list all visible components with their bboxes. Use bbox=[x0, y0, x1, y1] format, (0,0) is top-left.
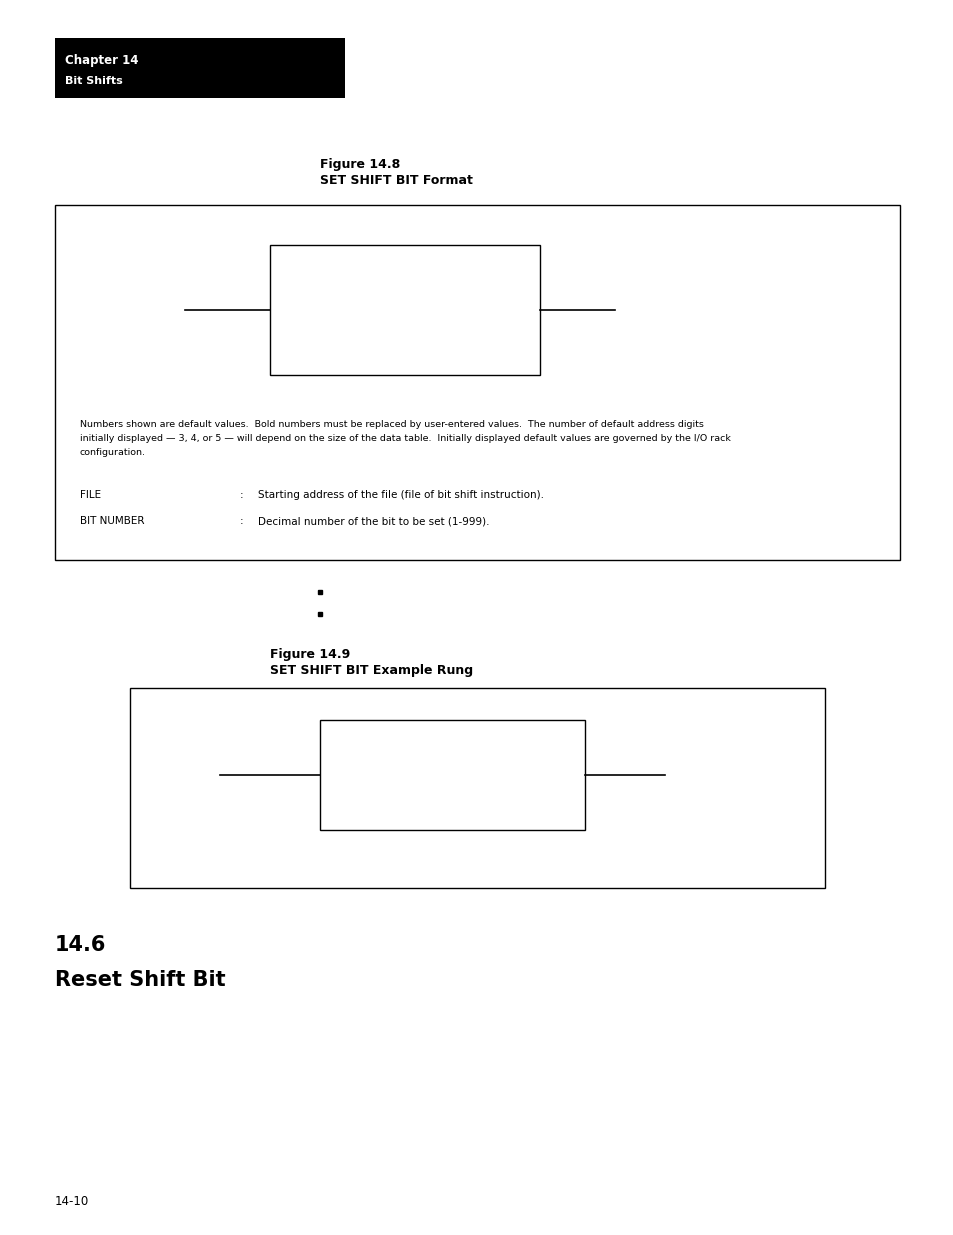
Text: SET SHIFT BIT Format: SET SHIFT BIT Format bbox=[319, 174, 473, 186]
Text: Starting address of the file (file of bit shift instruction).: Starting address of the file (file of bi… bbox=[257, 490, 543, 500]
Bar bbox=[55, 38, 345, 98]
Text: Figure 14.9: Figure 14.9 bbox=[270, 648, 350, 661]
Text: Bit Shifts: Bit Shifts bbox=[65, 77, 123, 86]
Text: FILE: FILE bbox=[80, 490, 101, 500]
Text: Decimal number of the bit to be set (1-999).: Decimal number of the bit to be set (1-9… bbox=[257, 516, 489, 526]
Text: SET SHIFT BIT Example Rung: SET SHIFT BIT Example Rung bbox=[270, 664, 473, 677]
Bar bbox=[270, 245, 539, 375]
Bar bbox=[319, 720, 584, 830]
Text: BIT NUMBER: BIT NUMBER bbox=[80, 516, 144, 526]
Text: :: : bbox=[240, 490, 243, 500]
Text: Chapter 14: Chapter 14 bbox=[65, 54, 138, 67]
Text: initially displayed — 3, 4, or 5 — will depend on the size of the data table.  I: initially displayed — 3, 4, or 5 — will … bbox=[80, 433, 730, 443]
Text: configuration.: configuration. bbox=[80, 448, 146, 457]
Text: Reset Shift Bit: Reset Shift Bit bbox=[55, 969, 226, 990]
Text: 14.6: 14.6 bbox=[55, 935, 107, 955]
Text: 14-10: 14-10 bbox=[55, 1195, 90, 1208]
Text: Figure 14.8: Figure 14.8 bbox=[319, 158, 400, 170]
Bar bbox=[130, 688, 824, 888]
Bar bbox=[55, 205, 899, 559]
Text: :: : bbox=[240, 516, 243, 526]
Text: Numbers shown are default values.  Bold numbers must be replaced by user-entered: Numbers shown are default values. Bold n… bbox=[80, 420, 703, 429]
